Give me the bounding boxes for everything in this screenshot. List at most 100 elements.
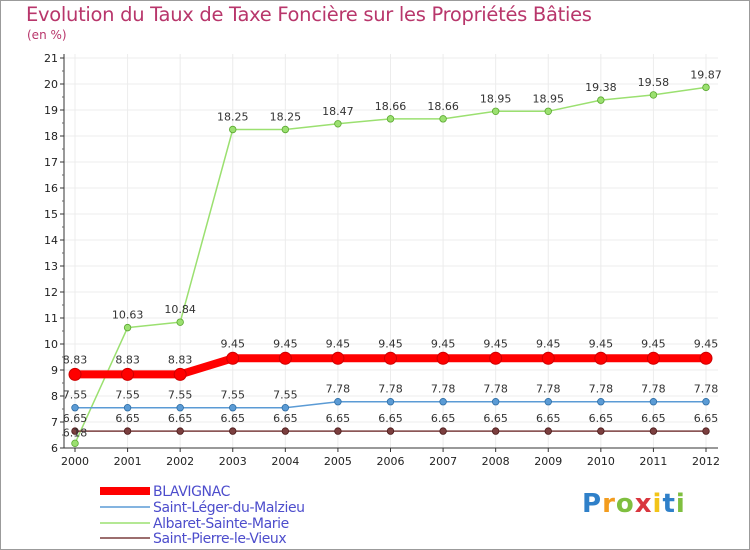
x-tick-label: 2006 — [377, 455, 405, 468]
data-label: 18.95 — [533, 92, 565, 105]
series-point — [702, 83, 710, 92]
series-point — [597, 427, 605, 435]
series-point — [281, 427, 290, 435]
series-point — [597, 96, 605, 104]
x-tick-label: 2000 — [61, 455, 89, 468]
series-point — [702, 427, 710, 435]
data-label: 9.45 — [273, 337, 298, 350]
data-label: 6.65 — [273, 412, 298, 425]
legend-label: BLAVIGNAC — [153, 484, 231, 500]
data-label: 9.45 — [483, 337, 508, 350]
series-point — [436, 351, 450, 365]
data-label: 6.65 — [641, 412, 666, 425]
data-label: 7.55 — [168, 389, 193, 402]
y-tick-label: 21 — [44, 52, 58, 65]
data-label: 18.25 — [217, 111, 249, 124]
series-point — [71, 427, 79, 435]
series-point — [229, 404, 237, 412]
y-tick-label: 19 — [44, 104, 58, 117]
series-point — [384, 351, 397, 365]
y-tick-label: 18 — [44, 130, 58, 143]
grid — [64, 54, 718, 448]
series-point — [71, 439, 79, 448]
series-point — [331, 351, 345, 365]
data-label: 10.84 — [164, 303, 196, 316]
logo-letter: P — [582, 489, 603, 519]
data-label: 9.45 — [589, 337, 614, 350]
series-point — [386, 398, 395, 406]
series-point — [123, 427, 132, 435]
x-tick-label: 2008 — [482, 455, 510, 468]
series-point — [439, 115, 447, 123]
series-point — [386, 115, 395, 123]
series-point — [544, 427, 552, 435]
series-point — [229, 125, 237, 134]
data-label: 9.45 — [221, 337, 246, 350]
data-label: 9.45 — [378, 337, 403, 350]
data-label: 9.45 — [641, 337, 666, 350]
data-label: 7.78 — [483, 383, 508, 396]
data-label: 7.78 — [431, 383, 456, 396]
series-point — [649, 427, 658, 435]
data-label: 6.65 — [115, 412, 140, 425]
series-point — [491, 427, 500, 435]
data-label: 18.66 — [375, 100, 407, 113]
data-label: 6.18 — [63, 426, 88, 439]
series-point — [281, 404, 290, 412]
x-tick-label: 2003 — [219, 455, 247, 468]
y-tick-label: 10 — [44, 338, 58, 351]
series-point — [334, 120, 342, 128]
series-point — [594, 351, 608, 365]
data-label: 7.78 — [589, 383, 614, 396]
legend-label: Saint-Pierre-le-Vieux — [153, 531, 286, 547]
series-point — [489, 351, 503, 365]
data-label: 7.78 — [694, 383, 719, 396]
data-label: 7.78 — [641, 383, 666, 396]
data-label: 18.66 — [427, 100, 459, 113]
y-tick-label: 11 — [44, 312, 58, 325]
series-point — [226, 351, 240, 365]
data-label: 6.65 — [63, 412, 88, 425]
logo-letter: i — [652, 489, 663, 519]
y-tick-label: 6 — [51, 442, 58, 455]
data-label: 7.55 — [115, 389, 140, 402]
x-tick-label: 2010 — [587, 455, 615, 468]
data-label: 6.65 — [694, 412, 719, 425]
y-tick-label: 17 — [44, 156, 58, 169]
y-tick-label: 16 — [44, 182, 58, 195]
series-point — [123, 404, 132, 412]
y-tick-label: 13 — [44, 260, 58, 273]
data-label: 19.87 — [690, 68, 722, 81]
x-tick-label: 2011 — [639, 455, 667, 468]
series-point — [491, 398, 500, 406]
legend-label: Albaret-Sainte-Marie — [153, 516, 289, 532]
data-label: 6.65 — [378, 412, 403, 425]
series-point — [278, 351, 292, 365]
data-label: 6.65 — [221, 412, 246, 425]
series-point — [646, 351, 660, 365]
axes: 6 7 8 9 10 11 12 13 14 15 16 17 18 19 20 21 2000 2001 2002… — [44, 52, 720, 468]
series-point — [334, 398, 342, 406]
series-point — [229, 427, 237, 435]
data-label: 9.45 — [694, 337, 719, 350]
series-point — [176, 427, 184, 435]
data-label: 9.45 — [326, 337, 351, 350]
series-point — [439, 427, 447, 435]
series-point — [68, 367, 82, 381]
series-point — [334, 427, 342, 435]
series-point — [281, 125, 290, 134]
x-tick-label: 2002 — [166, 455, 194, 468]
series-point — [121, 367, 135, 381]
data-label: 7.55 — [273, 389, 298, 402]
data-label: 8.83 — [115, 353, 140, 366]
series-point — [176, 318, 184, 326]
data-label: 7.78 — [326, 383, 351, 396]
x-tick-label: 2012 — [692, 455, 720, 468]
series-point — [123, 323, 132, 332]
series-point — [386, 427, 395, 435]
data-label: 6.65 — [168, 412, 193, 425]
x-tick-label: 2009 — [534, 455, 562, 468]
series-point — [176, 404, 184, 412]
